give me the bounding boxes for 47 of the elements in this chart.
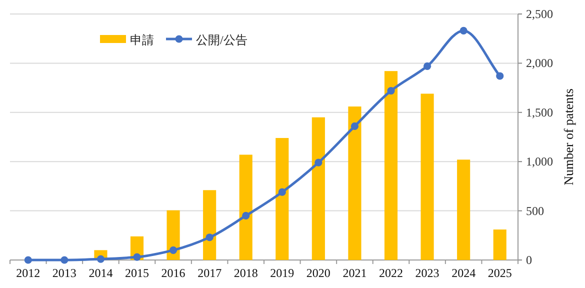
x-tick-label: 2017 bbox=[198, 266, 222, 280]
bar bbox=[166, 210, 180, 260]
x-tick-label: 2012 bbox=[16, 266, 40, 280]
x-tick-label: 2018 bbox=[234, 266, 258, 280]
y-tick-label: 1,000 bbox=[526, 154, 553, 169]
x-tick-label: 2025 bbox=[488, 266, 512, 280]
y-tick-label: 2,000 bbox=[526, 56, 553, 70]
x-tick-label: 2024 bbox=[452, 266, 476, 280]
legend-label: 公開/公告 bbox=[196, 33, 248, 47]
bar bbox=[203, 190, 216, 260]
point bbox=[496, 72, 504, 80]
y-tick-label: 1,500 bbox=[526, 105, 553, 120]
point bbox=[96, 255, 105, 263]
point bbox=[314, 158, 322, 166]
y-tick-label: 2,500 bbox=[526, 7, 553, 21]
x-tick-label: 2023 bbox=[415, 266, 440, 280]
point bbox=[206, 234, 214, 242]
point bbox=[24, 256, 32, 264]
point bbox=[133, 253, 141, 261]
y-tick-label: 0 bbox=[526, 253, 532, 267]
bar bbox=[457, 160, 470, 260]
x-tick-label: 2016 bbox=[161, 266, 186, 280]
point bbox=[242, 212, 250, 220]
x-tick-label: 2022 bbox=[379, 266, 403, 280]
x-tick-label: 2015 bbox=[125, 266, 149, 280]
point bbox=[278, 188, 286, 196]
point bbox=[460, 26, 468, 35]
bar bbox=[420, 94, 434, 260]
bar bbox=[312, 117, 325, 260]
bar bbox=[276, 138, 289, 260]
y-tick-label: 500 bbox=[526, 204, 544, 218]
bar bbox=[239, 154, 252, 260]
y-axis-title: Number of patents bbox=[561, 88, 576, 186]
bar bbox=[493, 229, 506, 260]
point bbox=[169, 246, 178, 254]
point bbox=[387, 86, 395, 95]
x-tick-label: 2019 bbox=[270, 266, 294, 280]
point bbox=[423, 62, 432, 70]
x-tick-label: 2021 bbox=[342, 266, 367, 280]
x-tick-label: 2014 bbox=[88, 266, 113, 280]
bar bbox=[348, 106, 362, 260]
x-tick-label: 2020 bbox=[306, 266, 330, 280]
legend-label: 申請 bbox=[130, 33, 154, 47]
point bbox=[60, 256, 68, 264]
point bbox=[350, 122, 359, 130]
x-tick-label: 2013 bbox=[52, 266, 76, 280]
bar bbox=[384, 71, 398, 260]
